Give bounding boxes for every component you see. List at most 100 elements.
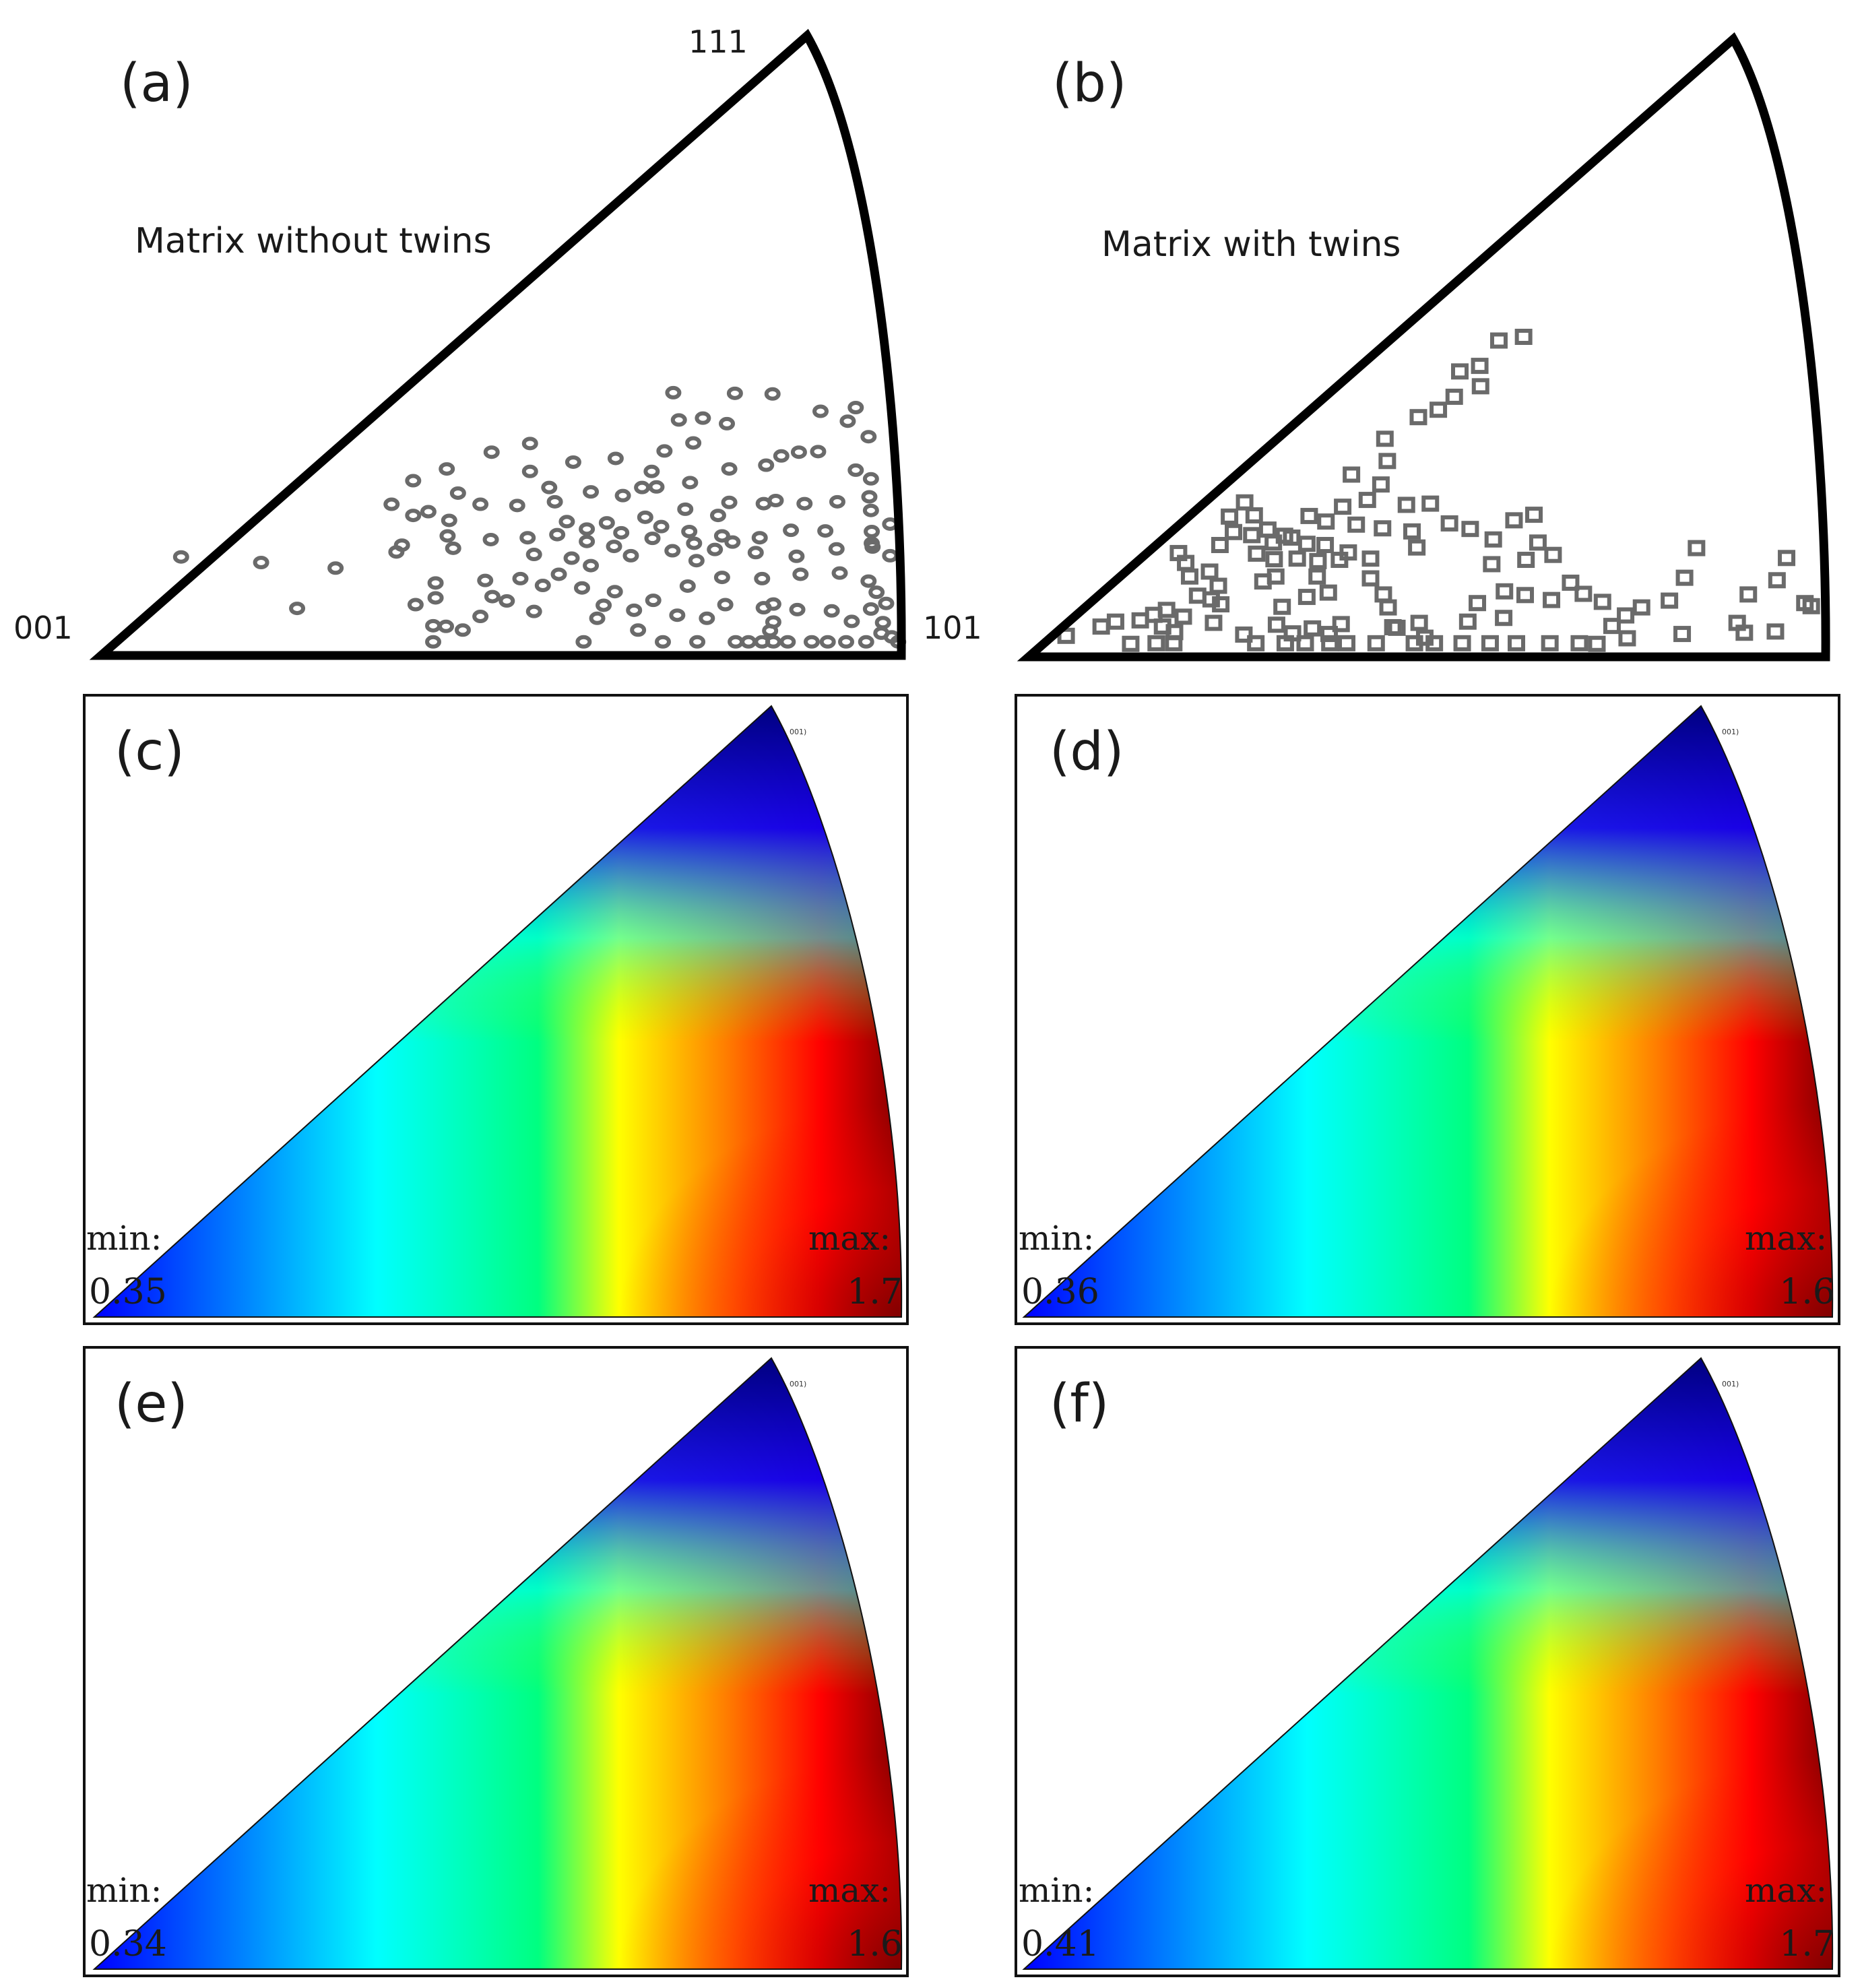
orientation-marker-circle	[549, 527, 566, 542]
orientation-marker-circle	[575, 635, 592, 649]
orientation-marker-circle	[751, 531, 768, 545]
orientation-marker-square	[1481, 635, 1499, 651]
panel-label-b: (b)	[1052, 53, 1126, 114]
orientation-marker-square	[1739, 586, 1758, 603]
orientation-marker-square	[1617, 607, 1635, 624]
orientation-marker-circle	[598, 516, 615, 530]
corner-tag-d: 001)	[1722, 728, 1739, 736]
orientation-marker-square	[1320, 626, 1338, 643]
max-label-d: max:	[1745, 1219, 1827, 1258]
orientation-marker-square	[1469, 595, 1487, 612]
orientation-marker-circle	[682, 476, 699, 490]
orientation-marker-square	[1334, 499, 1352, 515]
min-value-f: 0.41	[1021, 1924, 1099, 1964]
orientation-marker-circle	[565, 455, 581, 469]
orientation-marker-square	[1562, 574, 1580, 591]
orientation-marker-square	[1106, 613, 1124, 630]
orientation-marker-circle	[665, 385, 682, 399]
orientation-marker-circle	[860, 430, 877, 444]
orientation-marker-square	[1766, 623, 1785, 640]
orientation-marker-circle	[717, 598, 734, 612]
orientation-marker-circle	[828, 542, 845, 556]
orientation-marker-circle	[449, 486, 466, 500]
frame-f	[1015, 1346, 1840, 1977]
orientation-marker-square	[1332, 616, 1350, 633]
panel-label-a: (a)	[120, 53, 193, 114]
orientation-marker-circle	[764, 387, 781, 401]
orientation-marker-circle	[670, 413, 687, 427]
orientation-marker-circle	[747, 546, 764, 560]
orientation-marker-square	[1484, 531, 1502, 548]
orientation-marker-circle	[810, 445, 827, 459]
orientation-marker-circle	[579, 534, 596, 548]
orientation-marker-circle	[754, 635, 771, 649]
orientation-marker-circle	[686, 536, 703, 550]
frame-e	[83, 1346, 909, 1977]
orientation-marker-circle	[713, 529, 730, 543]
orientation-marker-circle	[790, 445, 807, 459]
panel-label-f: (f)	[1050, 1374, 1109, 1434]
orientation-marker-square	[1122, 635, 1140, 652]
orientation-marker-circle	[589, 611, 606, 625]
orientation-marker-square	[1200, 563, 1219, 580]
frame-d	[1015, 694, 1840, 1325]
orientation-marker-circle	[688, 554, 705, 568]
panel-c: (c) 001) min: 0.35 max: 1.7	[83, 694, 909, 1325]
max-value-d: 1.6	[1779, 1272, 1835, 1312]
pole-figure-heatmap-c	[92, 705, 903, 1318]
orientation-marker-square	[1247, 635, 1265, 651]
orientation-marker-square	[1505, 512, 1523, 529]
pole-figure-heatmap-f	[1022, 1357, 1834, 1970]
orientation-marker-circle	[843, 614, 860, 629]
orientation-marker-square	[1632, 599, 1650, 616]
orientation-marker-circle	[755, 601, 772, 615]
vertex-001-a: 001	[13, 610, 73, 646]
orientation-marker-circle	[383, 497, 400, 511]
min-label-f: min:	[1019, 1871, 1094, 1910]
orientation-marker-square	[1570, 635, 1588, 651]
orientation-marker-circle	[762, 624, 779, 638]
orientation-marker-square	[1275, 527, 1293, 544]
orientation-marker-circle	[289, 602, 306, 616]
orientation-marker-circle	[648, 480, 665, 494]
markers-b	[1057, 328, 1820, 652]
panel-label-e: (e)	[115, 1374, 188, 1434]
orientation-marker-circle	[407, 598, 424, 612]
heat-outline	[92, 705, 903, 1318]
panel-label-c: (c)	[115, 722, 185, 782]
heat-101-hotspot	[1024, 1358, 1833, 1969]
orientation-marker-circle	[645, 594, 662, 608]
orientation-marker-square	[1273, 598, 1291, 615]
orientation-marker-square	[1131, 612, 1149, 629]
triangle-outline-a	[89, 28, 906, 660]
orientation-marker-square	[1258, 521, 1277, 538]
orientation-marker-square	[1618, 630, 1636, 647]
orientation-marker-square	[1165, 624, 1184, 641]
orientation-marker-circle	[654, 635, 671, 649]
heat-101-hotspot	[1024, 706, 1833, 1317]
orientation-marker-circle	[823, 604, 840, 618]
orientation-marker-square	[1177, 554, 1195, 571]
orientation-marker-circle	[883, 630, 900, 644]
orientation-marker-circle	[563, 551, 580, 565]
orientation-marker-circle	[789, 602, 806, 616]
orientation-marker-circle	[707, 542, 724, 556]
orientation-marker-circle	[644, 532, 661, 546]
orientation-marker-circle	[477, 573, 494, 587]
orientation-marker-square	[1316, 537, 1335, 554]
orientation-marker-circle	[573, 581, 590, 595]
orientation-marker-circle	[596, 598, 612, 612]
orientation-marker-square	[1603, 618, 1621, 635]
heat-outline	[1022, 1357, 1834, 1970]
orientation-marker-circle	[861, 490, 878, 504]
max-label-f: max:	[1745, 1871, 1827, 1910]
orientation-marker-square	[1347, 516, 1366, 533]
orientation-marker-circle	[681, 525, 698, 538]
corner-tag-c: 001)	[790, 728, 806, 736]
orientation-marker-square	[1379, 599, 1397, 616]
orientation-marker-circle	[831, 566, 848, 580]
orientation-marker-circle	[583, 485, 600, 499]
orientation-marker-circle	[634, 480, 651, 494]
orientation-marker-square	[1588, 635, 1606, 652]
orientation-marker-circle	[534, 579, 551, 593]
